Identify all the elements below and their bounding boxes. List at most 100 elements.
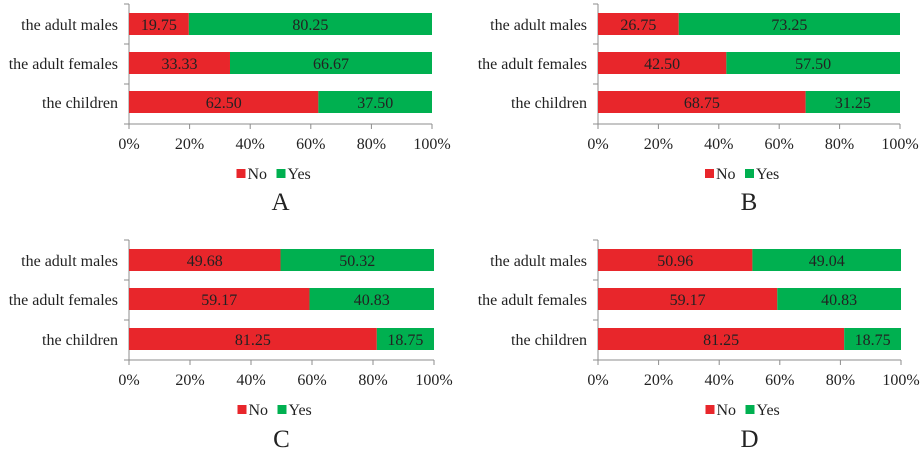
x-tick-label: 80% xyxy=(826,372,855,389)
bar-yes xyxy=(309,288,434,310)
y-category-label: the children xyxy=(511,95,587,112)
bar-value-label: 62.50 xyxy=(206,95,242,112)
x-tick-label: 80% xyxy=(357,136,386,153)
chart-panel-b: 0% 20% 40% 60% 80% 100% the adult males 26.75 73… xyxy=(478,3,919,216)
bar-value-label: 66.67 xyxy=(313,56,349,73)
bar-yes xyxy=(229,52,432,74)
x-tick-label: 0% xyxy=(118,372,139,389)
bar-value-label: 68.75 xyxy=(684,95,720,112)
bar-no xyxy=(129,288,310,310)
bar-value-label: 49.68 xyxy=(187,253,223,270)
bar-no xyxy=(598,13,679,35)
bar-value-label: 57.50 xyxy=(795,56,831,73)
legend-label-no: No xyxy=(716,166,736,183)
y-category-label: the adult males xyxy=(490,17,587,34)
panel-label: D xyxy=(740,426,758,453)
y-category-label: the adult males xyxy=(21,17,118,34)
y-category-label: the adult females xyxy=(9,292,118,309)
y-category-label: the children xyxy=(511,332,587,349)
bar-value-label: 73.25 xyxy=(771,17,807,34)
x-tick-label: 100% xyxy=(415,372,452,389)
x-tick-label: 100% xyxy=(413,136,450,153)
bar-value-label: 80.25 xyxy=(292,17,328,34)
legend-swatch-yes xyxy=(276,169,286,178)
legend-swatch-no xyxy=(705,405,715,414)
bar-no xyxy=(598,52,727,74)
bar-value-label: 31.25 xyxy=(835,95,871,112)
x-tick-label: 40% xyxy=(705,372,734,389)
bar-no xyxy=(598,91,806,113)
bar-value-label: 40.83 xyxy=(821,292,857,309)
bar-value-label: 37.50 xyxy=(357,95,393,112)
legend-swatch-no xyxy=(705,169,714,178)
bar-value-label: 59.17 xyxy=(670,292,706,309)
x-tick-label: 40% xyxy=(236,372,265,389)
x-tick-label: 60% xyxy=(765,136,794,153)
x-tick-label: 0% xyxy=(118,136,139,153)
y-category-label: the children xyxy=(42,95,118,112)
bar-value-label: 81.25 xyxy=(235,332,271,349)
bar-yes xyxy=(318,91,432,113)
bar-value-label: 50.32 xyxy=(339,253,375,270)
bar-value-label: 59.17 xyxy=(201,292,237,309)
bar-no xyxy=(598,288,778,310)
x-tick-label: 20% xyxy=(644,136,673,153)
bar-yes xyxy=(376,328,434,350)
x-tick-label: 0% xyxy=(587,136,608,153)
bar-value-label: 26.75 xyxy=(620,17,656,34)
bar-no xyxy=(129,13,189,35)
legend-label-yes: Yes xyxy=(288,166,311,183)
legend-label-yes: Yes xyxy=(756,166,779,183)
x-tick-label: 40% xyxy=(704,136,733,153)
legend-label-no: No xyxy=(249,402,269,419)
bar-yes xyxy=(805,91,900,113)
legend-swatch-no xyxy=(237,405,247,414)
legend-label-no: No xyxy=(248,166,268,183)
y-category-label: the adult females xyxy=(478,292,587,309)
bar-yes xyxy=(280,249,434,271)
x-tick-label: 60% xyxy=(296,136,325,153)
x-tick-label: 100% xyxy=(882,372,919,389)
legend-swatch-no xyxy=(236,169,246,178)
bar-yes xyxy=(752,249,901,271)
x-tick-label: 80% xyxy=(358,372,387,389)
y-category-label: the adult females xyxy=(9,56,118,73)
bar-value-label: 49.04 xyxy=(809,253,845,270)
legend-label-yes: Yes xyxy=(757,402,780,419)
bar-value-label: 19.75 xyxy=(141,17,177,34)
legend-swatch-yes xyxy=(745,169,754,178)
x-tick-label: 100% xyxy=(881,136,918,153)
y-category-label: the adult females xyxy=(478,56,587,73)
bar-value-label: 18.75 xyxy=(855,332,891,349)
y-category-label: the adult males xyxy=(490,253,587,270)
legend-label-no: No xyxy=(717,402,737,419)
legend-label-yes: Yes xyxy=(289,402,312,419)
bar-no xyxy=(598,328,845,350)
bar-value-label: 81.25 xyxy=(703,332,739,349)
legend-swatch-yes xyxy=(277,405,287,414)
bar-yes xyxy=(844,328,901,350)
y-category-label: the adult males xyxy=(21,253,118,270)
panel-label: A xyxy=(271,189,289,216)
bar-value-label: 50.96 xyxy=(657,253,693,270)
x-tick-label: 0% xyxy=(587,372,608,389)
bar-yes xyxy=(678,13,900,35)
x-tick-label: 20% xyxy=(644,372,673,389)
chart-panel-a: 0% 20% 40% 60% 80% 100% the adult males 19.75 80… xyxy=(9,3,451,216)
bar-no xyxy=(129,328,377,350)
bar-value-label: 33.33 xyxy=(161,56,197,73)
x-tick-label: 20% xyxy=(175,372,204,389)
bar-yes xyxy=(777,288,901,310)
x-tick-label: 40% xyxy=(236,136,265,153)
bar-no xyxy=(598,249,753,271)
bar-value-label: 40.83 xyxy=(354,292,390,309)
bar-no xyxy=(129,52,230,74)
bar-no xyxy=(129,249,281,271)
bar-value-label: 42.50 xyxy=(644,56,680,73)
chart-panel-d: 0% 20% 40% 60% 80% 100% the adult males 50.96 49… xyxy=(478,239,920,453)
x-tick-label: 80% xyxy=(825,136,854,153)
legend-swatch-yes xyxy=(745,405,755,414)
bar-yes xyxy=(726,52,900,74)
